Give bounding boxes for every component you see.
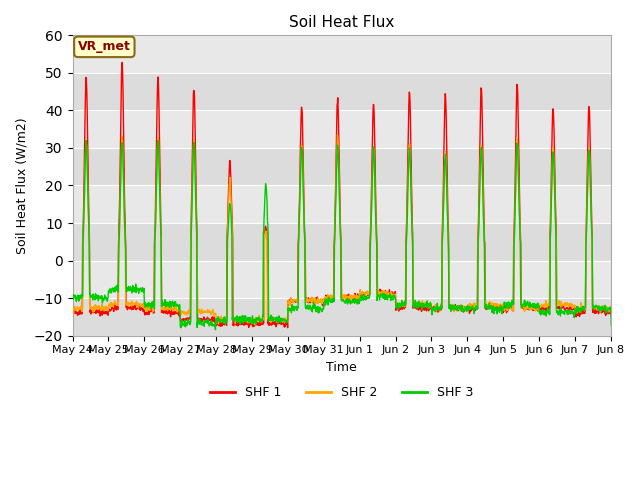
Bar [72, 223, 611, 261]
Legend: SHF 1, SHF 2, SHF 3: SHF 1, SHF 2, SHF 3 [205, 382, 479, 405]
Title: Soil Heat Flux: Soil Heat Flux [289, 15, 394, 30]
Text: VR_met: VR_met [78, 40, 131, 53]
Y-axis label: Soil Heat Flux (W/m2): Soil Heat Flux (W/m2) [15, 117, 28, 254]
X-axis label: Time: Time [326, 361, 357, 374]
Bar [72, 185, 611, 223]
Bar [72, 110, 611, 148]
Bar [72, 73, 611, 110]
Bar [72, 36, 611, 73]
Bar [72, 148, 611, 185]
Bar [72, 298, 611, 336]
Bar [72, 261, 611, 298]
